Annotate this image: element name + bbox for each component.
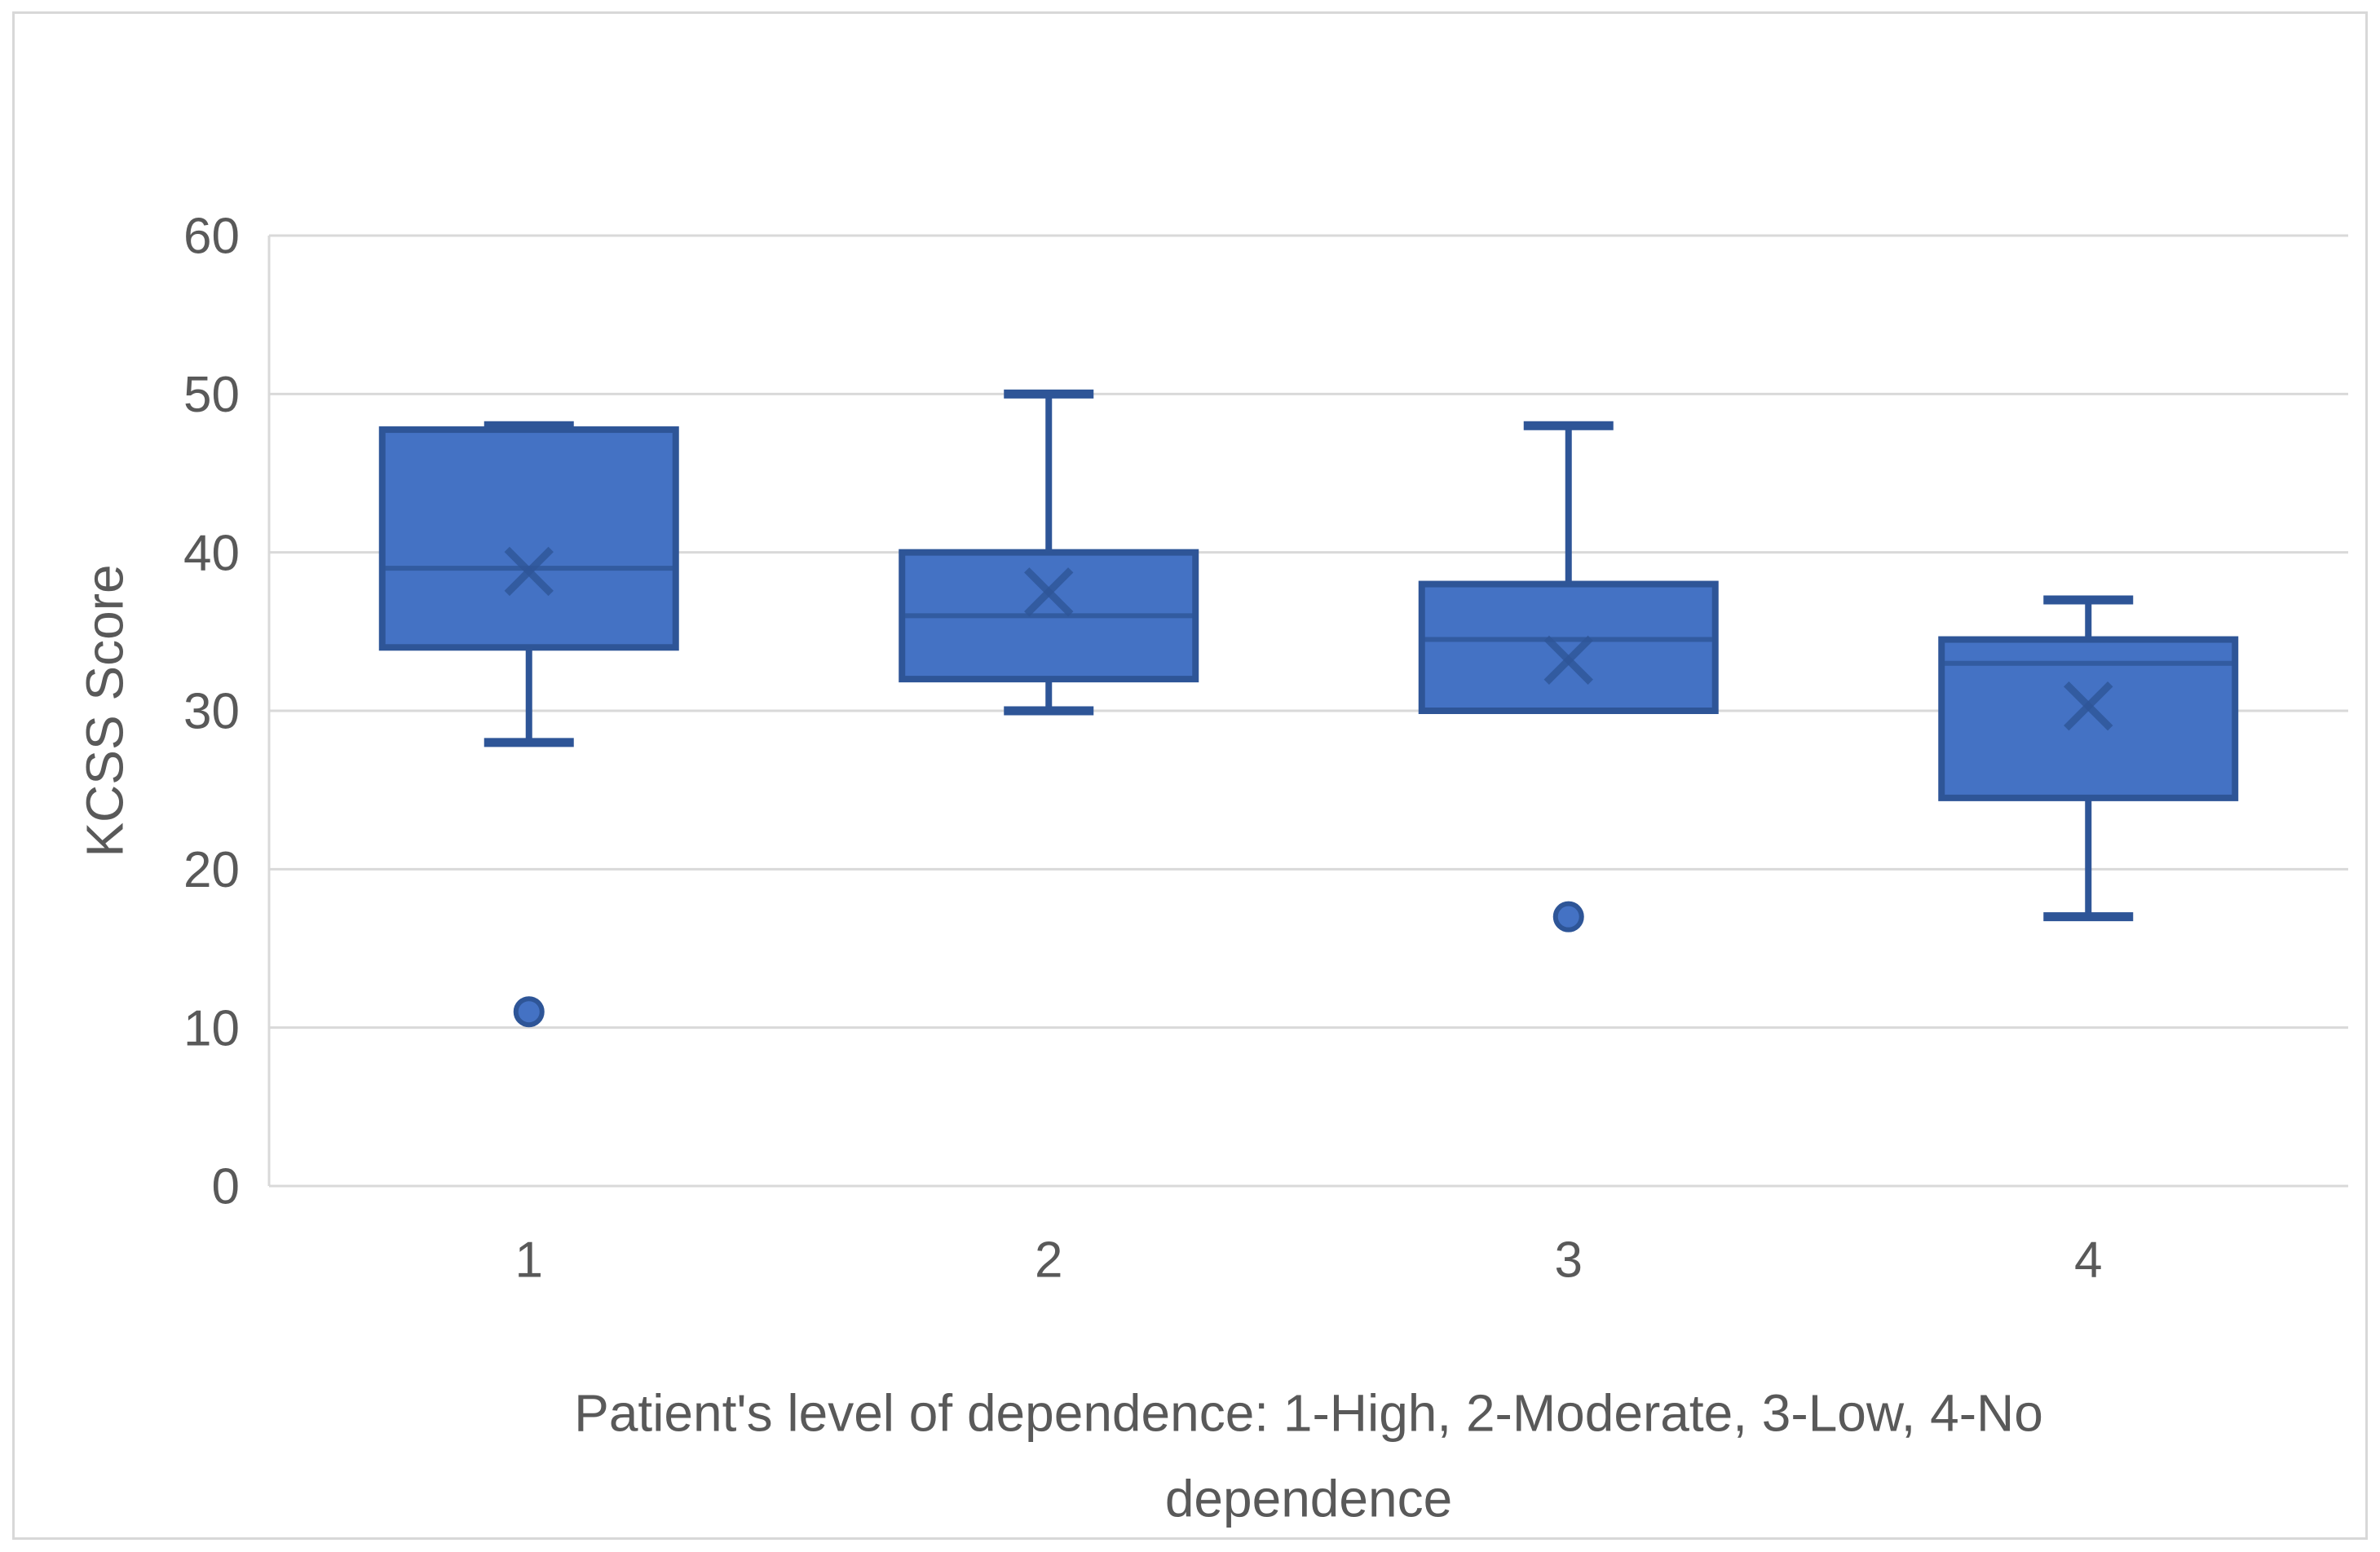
y-tick-label-10: 10 [183,1000,240,1056]
x-tick-label-3: 3 [1555,1232,1583,1289]
box-group-4-iqr-box [1938,636,2239,801]
y-tick-label-0: 0 [212,1159,240,1215]
x-tick-label-4: 4 [2074,1232,2102,1289]
box-group-4-mean-marker [2064,681,2113,731]
x-tick-label-2: 2 [1035,1232,1062,1289]
y-axis-title: KCSS Score [75,564,134,857]
y-tick-label-30: 30 [183,684,240,740]
box-group-1-mean-marker [504,546,554,597]
x-axis-title-line2: dependence [1165,1469,1452,1528]
y-tick-label-50: 50 [183,367,240,423]
box-group-1-iqr-box [378,426,679,651]
x-axis-title-line1: Patient's level of dependence: 1-High, 2… [574,1383,2043,1442]
box-group-1-outlier-point [513,996,545,1028]
y-tick-label-60: 60 [183,209,240,265]
box-group-3-mean-marker [1543,635,1593,685]
box-group-3-iqr-box [1418,580,1719,714]
x-tick-label-1: 1 [515,1232,543,1289]
box-group-2-mean-marker [1024,567,1074,617]
y-tick-label-40: 40 [183,525,240,581]
y-tick-label-20: 20 [183,842,240,898]
box-group-3-outlier-point [1552,901,1584,933]
